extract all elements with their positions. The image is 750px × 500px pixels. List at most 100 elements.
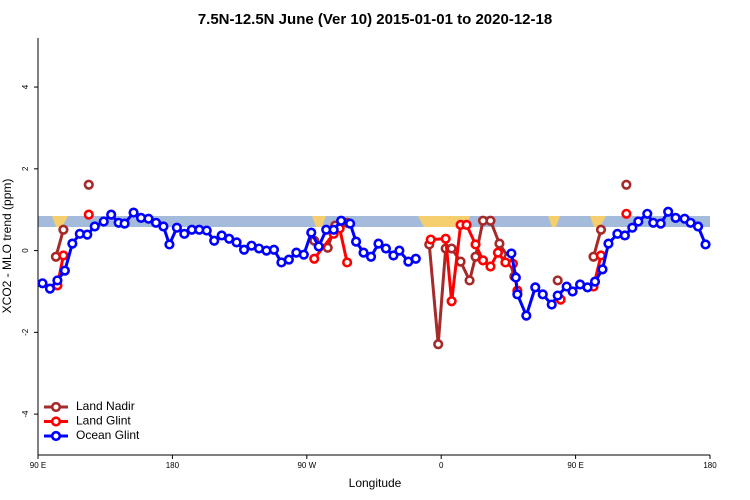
point — [380, 243, 392, 254]
point — [231, 237, 242, 248]
point — [582, 282, 593, 293]
point — [283, 254, 294, 265]
point — [470, 239, 481, 250]
y-tick-label: 0 — [21, 248, 30, 253]
point — [621, 208, 632, 219]
point — [477, 255, 489, 266]
point — [143, 213, 154, 224]
point — [663, 206, 674, 217]
chart-title: 7.5N-12.5N June (Ver 10) 2015-01-01 to 2… — [198, 11, 552, 28]
legend-label: Land Glint — [76, 414, 131, 428]
legend-label: Ocean Glint — [76, 428, 140, 442]
point — [83, 209, 94, 220]
point — [37, 278, 48, 289]
point — [692, 221, 704, 232]
point — [224, 233, 235, 244]
point — [470, 251, 481, 262]
point — [58, 250, 69, 261]
legend-marker — [50, 401, 62, 413]
point — [521, 310, 532, 321]
point — [83, 179, 94, 190]
point — [700, 239, 711, 250]
point — [440, 233, 451, 244]
point — [98, 216, 109, 227]
point — [350, 236, 362, 247]
legend-label: Land Nadir — [76, 399, 135, 413]
point — [633, 216, 644, 227]
point — [209, 235, 220, 246]
point — [201, 225, 212, 236]
point — [642, 208, 653, 219]
point — [461, 219, 472, 230]
point — [336, 215, 347, 226]
point — [328, 224, 339, 235]
point — [164, 239, 175, 250]
point — [537, 289, 548, 300]
point — [685, 217, 696, 228]
point — [342, 257, 353, 268]
point — [464, 275, 475, 286]
point — [670, 212, 681, 223]
point — [179, 228, 190, 239]
point — [567, 286, 578, 297]
y-tick-label: 4 — [21, 84, 30, 89]
x-tick-label: 0 — [439, 461, 444, 470]
series-line — [41, 210, 707, 318]
point — [512, 289, 523, 300]
point — [655, 218, 666, 229]
y-tick-label: 2 — [21, 166, 30, 171]
point — [52, 275, 63, 286]
surface-band — [38, 216, 710, 227]
point — [589, 276, 601, 287]
point — [106, 209, 117, 220]
point — [82, 229, 93, 240]
point — [358, 247, 369, 258]
point — [433, 339, 444, 350]
point — [446, 243, 457, 254]
x-axis-label: Longitude — [349, 476, 402, 490]
point — [373, 238, 384, 249]
point — [119, 218, 130, 229]
point — [597, 264, 608, 275]
point — [171, 222, 182, 233]
legend-marker — [50, 430, 62, 442]
series-line — [56, 185, 626, 344]
ocean-band — [38, 216, 710, 227]
point — [89, 221, 100, 232]
point — [150, 217, 162, 228]
x-tick-label: 180 — [166, 461, 180, 470]
point — [494, 238, 505, 249]
point — [309, 253, 320, 264]
land-patch — [52, 216, 606, 227]
point — [621, 179, 632, 190]
point — [128, 207, 139, 218]
point — [446, 296, 457, 307]
x-tick-label: 90 E — [567, 461, 583, 470]
point — [306, 227, 317, 238]
point — [410, 253, 421, 264]
point — [510, 272, 521, 283]
point — [552, 275, 563, 286]
point — [158, 221, 169, 232]
point — [44, 283, 56, 294]
x-tick-label: 90 E — [30, 461, 46, 470]
point — [506, 248, 517, 259]
y-tick-label: -4 — [21, 410, 30, 418]
point — [67, 238, 78, 249]
point — [59, 265, 70, 276]
y-tick-label: -2 — [21, 328, 30, 336]
point — [345, 218, 356, 229]
point — [58, 224, 69, 235]
point — [394, 245, 405, 256]
point — [485, 215, 496, 226]
point — [485, 261, 496, 272]
x-tick-label: 90 W — [297, 461, 316, 470]
point — [313, 241, 324, 252]
point — [365, 251, 377, 262]
y-axis-label: XCO2 - MLO trend (ppm) — [0, 179, 14, 314]
point — [552, 290, 563, 301]
point — [595, 224, 607, 235]
x-tick-label: 180 — [703, 461, 717, 470]
point — [455, 256, 466, 267]
